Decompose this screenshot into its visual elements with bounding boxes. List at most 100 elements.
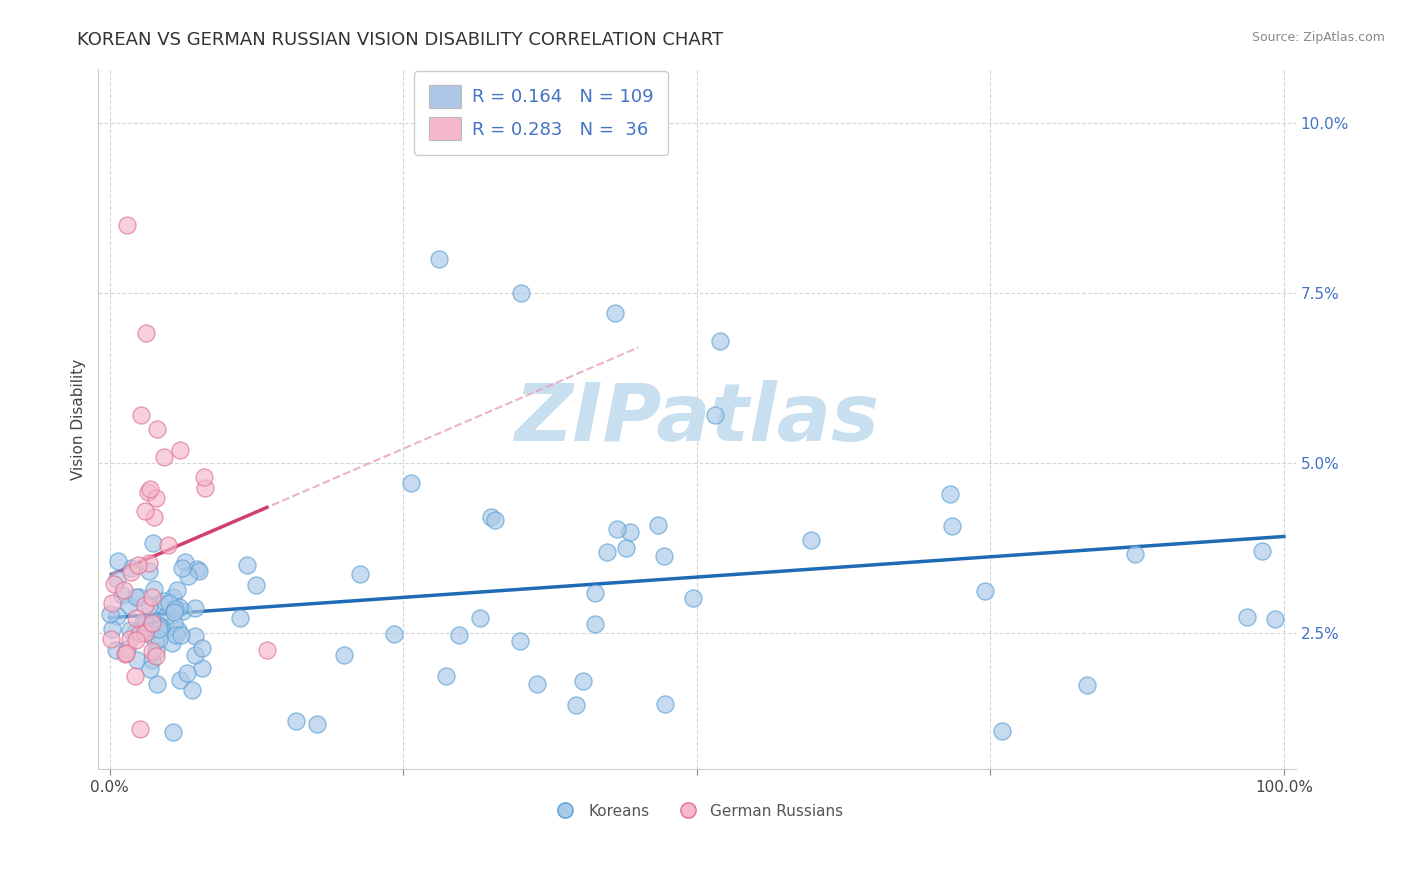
Point — [135, 326, 157, 340]
Point — [139, 662, 162, 676]
Point — [145, 677, 167, 691]
Point — [152, 450, 174, 465]
Point — [169, 442, 191, 457]
Point — [136, 484, 159, 499]
Point — [399, 475, 422, 490]
Point — [129, 625, 152, 640]
Point — [112, 582, 135, 597]
Point — [193, 469, 215, 483]
Point — [118, 623, 141, 637]
Point — [236, 558, 259, 573]
Legend: Koreans, German Russians: Koreans, German Russians — [544, 797, 849, 825]
Point — [256, 642, 278, 657]
Point — [141, 653, 163, 667]
Point — [188, 564, 211, 578]
Point — [134, 598, 156, 612]
Point — [125, 611, 148, 625]
Point — [1076, 678, 1098, 692]
Point — [709, 334, 731, 348]
Point — [104, 643, 127, 657]
Point — [128, 722, 150, 736]
Point — [101, 622, 124, 636]
Point — [138, 599, 160, 614]
Point — [285, 714, 308, 729]
Point — [134, 626, 156, 640]
Point — [990, 724, 1012, 739]
Point — [186, 562, 208, 576]
Point — [169, 673, 191, 687]
Point — [141, 616, 163, 631]
Point — [191, 640, 214, 655]
Text: KOREAN VS GERMAN RUSSIAN VISION DISABILITY CORRELATION CHART: KOREAN VS GERMAN RUSSIAN VISION DISABILI… — [77, 31, 724, 49]
Point — [654, 697, 676, 711]
Point — [1236, 610, 1258, 624]
Point — [382, 627, 405, 641]
Point — [177, 568, 200, 582]
Point — [138, 564, 160, 578]
Y-axis label: Vision Disability: Vision Disability — [72, 359, 86, 480]
Point — [162, 725, 184, 739]
Point — [1263, 612, 1285, 626]
Point — [349, 566, 371, 581]
Point — [484, 513, 506, 527]
Point — [162, 615, 184, 630]
Point — [184, 629, 207, 643]
Point — [134, 504, 156, 518]
Point — [169, 599, 191, 614]
Point — [157, 596, 180, 610]
Point — [163, 606, 186, 620]
Point — [134, 619, 156, 633]
Point — [228, 611, 250, 625]
Point — [170, 628, 193, 642]
Point — [152, 594, 174, 608]
Point — [141, 644, 163, 658]
Point — [134, 623, 156, 637]
Point — [509, 634, 531, 648]
Point — [800, 533, 823, 548]
Point — [162, 591, 184, 605]
Point — [1123, 548, 1146, 562]
Point — [184, 648, 207, 663]
Point — [149, 596, 172, 610]
Point — [120, 561, 142, 575]
Point — [1251, 543, 1274, 558]
Point — [603, 306, 626, 320]
Point — [120, 566, 142, 580]
Point — [155, 608, 177, 623]
Point — [143, 510, 166, 524]
Point — [98, 607, 121, 622]
Point — [125, 653, 148, 667]
Point — [172, 604, 194, 618]
Point — [165, 628, 187, 642]
Point — [100, 632, 122, 646]
Point — [107, 554, 129, 568]
Point — [974, 583, 997, 598]
Point — [148, 623, 170, 637]
Point — [606, 522, 628, 536]
Point — [470, 611, 492, 625]
Point — [479, 510, 502, 524]
Point — [125, 632, 148, 647]
Point — [143, 632, 166, 647]
Point — [145, 644, 167, 658]
Point — [571, 673, 593, 688]
Point — [129, 409, 152, 423]
Point — [509, 286, 531, 301]
Point — [614, 541, 637, 555]
Point — [145, 422, 167, 436]
Point — [434, 668, 457, 682]
Point — [194, 481, 217, 495]
Point — [111, 588, 134, 602]
Point — [105, 609, 128, 624]
Point — [160, 635, 183, 649]
Point — [132, 615, 155, 630]
Point — [103, 576, 125, 591]
Text: Source: ZipAtlas.com: Source: ZipAtlas.com — [1251, 31, 1385, 45]
Point — [105, 572, 128, 586]
Point — [245, 578, 267, 592]
Point — [647, 517, 669, 532]
Point — [145, 491, 167, 506]
Point — [654, 549, 676, 563]
Point — [125, 590, 148, 604]
Point — [184, 601, 207, 615]
